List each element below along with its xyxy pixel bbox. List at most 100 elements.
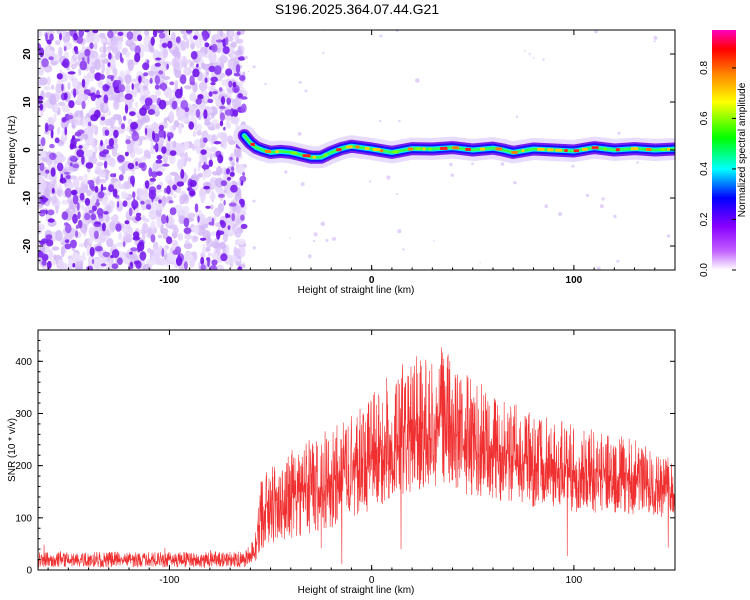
noise-blob xyxy=(129,111,136,116)
noise-blob xyxy=(116,257,123,266)
noise-blob xyxy=(137,34,143,42)
noise-blob xyxy=(94,109,101,119)
noise-blob xyxy=(175,61,180,71)
noise-blob xyxy=(171,31,176,41)
noise-blob xyxy=(134,101,138,108)
noise-blob xyxy=(75,230,79,238)
noise-blob xyxy=(139,251,147,261)
noise-blob xyxy=(89,134,94,146)
noise-blob xyxy=(166,217,175,226)
noise-speckle xyxy=(298,80,302,84)
noise-blob xyxy=(193,224,200,235)
noise-blob xyxy=(107,96,115,101)
noise-blob xyxy=(104,85,110,89)
noise-blob xyxy=(44,91,52,99)
noise-blob xyxy=(149,78,153,84)
ridge-peak xyxy=(452,146,459,150)
noise-blob xyxy=(49,33,54,41)
noise-blob xyxy=(38,226,42,235)
noise-speckle xyxy=(585,193,590,198)
ridge-peak xyxy=(630,147,639,151)
noise-blob xyxy=(152,30,158,38)
noise-blob xyxy=(175,36,181,44)
noise-speckle xyxy=(449,162,453,167)
noise-blob xyxy=(54,40,61,45)
noise-blob xyxy=(65,174,71,180)
noise-blob xyxy=(185,30,193,34)
noise-speckle xyxy=(636,161,639,164)
noise-blob xyxy=(121,164,125,175)
noise-blob xyxy=(50,94,57,106)
noise-blob xyxy=(125,84,129,92)
noise-blob xyxy=(231,213,235,222)
noise-blob xyxy=(183,252,193,263)
noise-speckle xyxy=(313,240,316,243)
ridge-peak xyxy=(372,148,381,152)
noise-blob xyxy=(121,228,129,233)
noise-blob xyxy=(155,159,163,164)
noise-blob xyxy=(125,50,131,59)
noise-blob xyxy=(61,199,70,205)
noise-blob xyxy=(225,120,232,129)
noise-blob xyxy=(55,204,59,214)
noise-blob xyxy=(153,247,162,260)
noise-blob xyxy=(207,252,212,257)
noise-blob xyxy=(202,244,206,256)
noise-blob xyxy=(162,163,170,167)
noise-blob xyxy=(161,196,167,207)
noise-blob xyxy=(117,40,123,50)
noise-blob xyxy=(138,162,145,168)
noise-blob xyxy=(100,38,106,44)
noise-blob xyxy=(134,45,141,56)
noise-blob xyxy=(148,167,153,177)
noise-blob xyxy=(64,243,72,250)
noise-blob xyxy=(95,165,102,175)
noise-blob xyxy=(82,127,92,135)
noise-blob xyxy=(219,55,228,64)
colorbar-tick-label: 0.0 xyxy=(699,263,710,277)
noise-blob xyxy=(135,260,142,269)
noise-blob xyxy=(231,161,235,167)
noise-blob xyxy=(93,230,99,240)
noise-blob xyxy=(76,93,86,103)
noise-blob xyxy=(58,46,63,58)
noise-blob xyxy=(63,92,68,100)
x-tick-label: -100 xyxy=(159,575,179,586)
ridge-peak xyxy=(573,149,579,153)
noise-blob xyxy=(211,217,215,227)
snr-frame xyxy=(37,329,676,571)
noise-speckle xyxy=(617,131,621,135)
noise-blob xyxy=(126,90,134,95)
noise-blob xyxy=(192,83,198,93)
noise-blob xyxy=(134,52,141,63)
snr-x-axis-title: Height of straight line (km) xyxy=(298,585,415,596)
noise-blob xyxy=(89,65,96,74)
noise-blob xyxy=(71,155,77,161)
noise-blob xyxy=(43,85,51,91)
noise-blob xyxy=(211,252,219,260)
noise-blob xyxy=(59,32,62,41)
noise-blob xyxy=(177,254,181,262)
noise-blob xyxy=(225,244,230,256)
noise-blob xyxy=(142,114,150,123)
noise-blob xyxy=(88,237,93,245)
noise-blob xyxy=(142,62,150,71)
noise-blob xyxy=(235,160,240,169)
noise-blob xyxy=(158,32,166,39)
colorbar-gradient xyxy=(712,30,736,270)
ridge-peak xyxy=(415,147,422,151)
noise-blob xyxy=(96,208,104,217)
noise-blob xyxy=(120,123,126,130)
noise-blob xyxy=(181,193,189,202)
noise-blob xyxy=(132,231,140,239)
noise-blob xyxy=(110,177,119,183)
noise-blob xyxy=(39,162,45,171)
noise-blob xyxy=(101,257,108,264)
noise-blob xyxy=(46,260,52,269)
noise-blob xyxy=(132,191,136,199)
ridge-peak xyxy=(265,149,272,153)
noise-blob xyxy=(196,130,202,136)
noise-blob xyxy=(78,30,84,38)
noise-speckle xyxy=(325,239,329,242)
